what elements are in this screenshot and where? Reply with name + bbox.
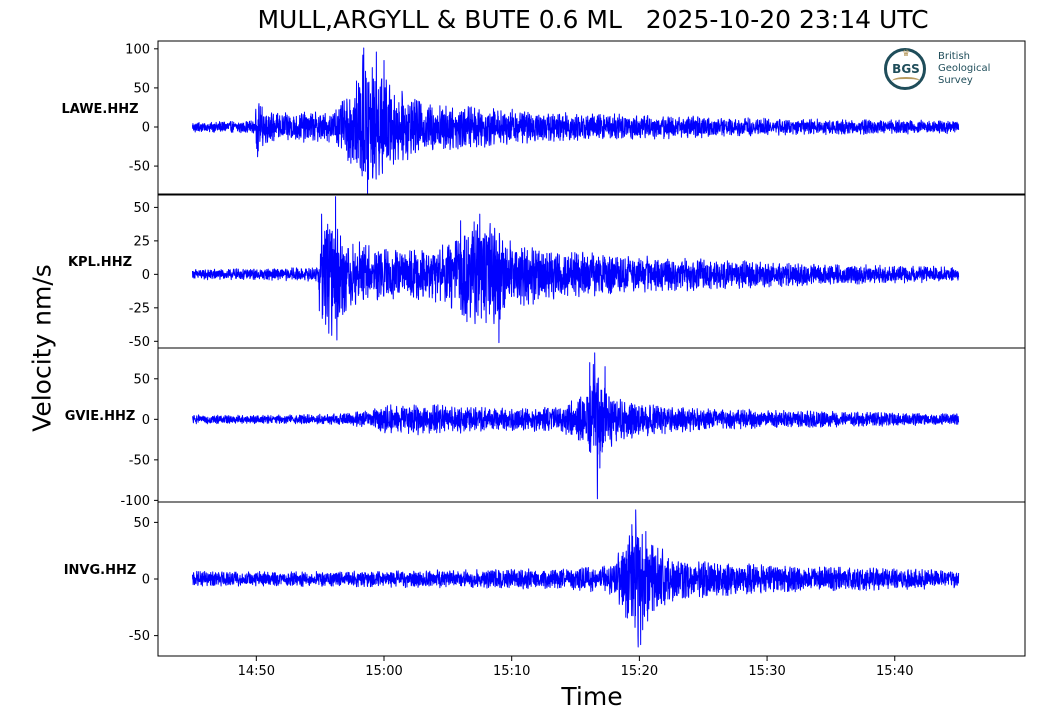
y-tick-label: 0 (142, 268, 150, 283)
station-label: LAWE.HHZ (61, 102, 138, 117)
panel-kpl-hhz: 50 25 0 -25 -50 KPL.HHZ (68, 193, 1026, 350)
chart-title: MULL,ARGYLL & BUTE 0.6 ML 2025-10-20 23:… (257, 5, 929, 34)
x-tick-label: 14:50 (238, 664, 275, 679)
y-tick-label: 50 (133, 372, 150, 387)
panel-gvie-hhz: 50 0 -50 -100 GVIE.HHZ (65, 347, 1026, 509)
x-tick-label: 15:30 (748, 664, 785, 679)
y-tick-label: -50 (129, 629, 150, 644)
y-tick-label: -100 (120, 494, 150, 509)
y-tick-label: 100 (125, 42, 150, 57)
x-tick-label: 15:10 (493, 664, 530, 679)
x-axis: 14:50 15:00 15:10 15:20 15:30 15:40 (238, 656, 913, 679)
y-tick-label: 0 (142, 413, 150, 428)
logo-line-3: Survey (938, 75, 973, 86)
y-tick-label: -25 (129, 301, 150, 316)
logo-text: British Geological Survey (938, 51, 990, 87)
x-tick-label: 15:00 (365, 664, 402, 679)
bgs-logo: ♛ BGS British Geological Survey (882, 44, 1012, 100)
trace-invg-hhz (191, 509, 960, 648)
station-label: INVG.HHZ (64, 563, 137, 578)
trace-gvie-hhz (192, 352, 960, 500)
logo-initials: BGS (892, 62, 920, 76)
logo-line-2: Geological (938, 63, 991, 74)
y-tick-label: -50 (129, 160, 150, 175)
y-tick-label: 0 (142, 120, 150, 135)
station-label: GVIE.HHZ (65, 409, 136, 424)
y-tick-label: 50 (133, 81, 150, 96)
y-axis-label: Velocity nm/s (27, 264, 57, 432)
panel-invg-hhz: 50 0 -50 INVG.HHZ (64, 501, 1026, 657)
y-tick-label: 50 (133, 516, 150, 531)
crown-icon: ♛ (901, 49, 911, 59)
panels: 100 50 0 -50 LAWE.HHZ 50 25 0 -25 -50 KPL.HHZ 50 0 -5… (61, 40, 1026, 657)
panel-frame (157, 40, 1026, 196)
x-axis-label: Time (561, 682, 623, 711)
logo-line-1: British (938, 51, 970, 62)
x-tick-label: 15:20 (621, 664, 658, 679)
y-tick-label: -50 (129, 335, 150, 350)
panel-lawe-hhz: 100 50 0 -50 LAWE.HHZ (61, 40, 1026, 196)
station-label: KPL.HHZ (68, 255, 132, 270)
trace-kpl-hhz (191, 196, 960, 344)
hills-icon (892, 77, 920, 85)
y-tick-label: 25 (133, 234, 150, 249)
trace-lawe-hhz (191, 47, 960, 194)
x-tick-label: 15:40 (876, 664, 913, 679)
y-tick-label: 50 (133, 201, 150, 216)
y-tick-label: -50 (129, 453, 150, 468)
y-tick-label: 0 (142, 573, 150, 588)
